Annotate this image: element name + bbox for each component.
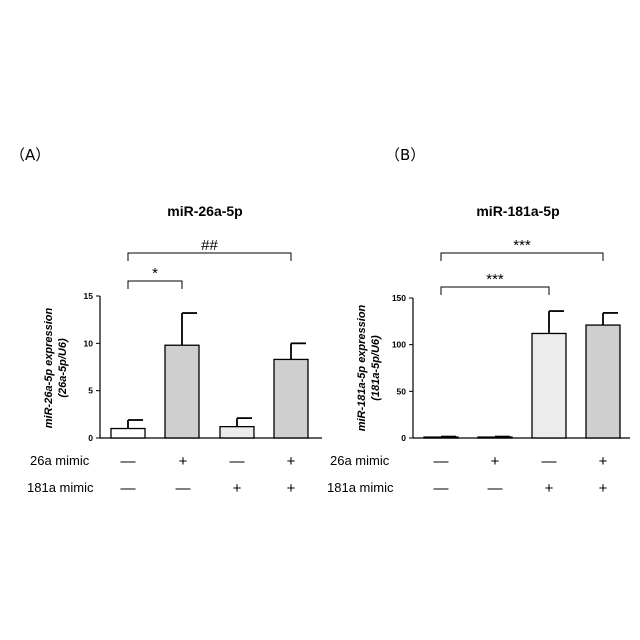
treatment-sign: — bbox=[488, 480, 503, 497]
panel-b-ylabel-line1: miR-181a-5p expression bbox=[356, 304, 368, 431]
treatment-sign: + bbox=[599, 480, 608, 497]
row-label-26a-mimic-a: 26a mimic bbox=[30, 453, 90, 468]
treatment-sign: + bbox=[179, 453, 188, 470]
treatment-sign: + bbox=[545, 480, 554, 497]
significance-bracket bbox=[128, 253, 291, 261]
significance-label: *** bbox=[486, 271, 504, 288]
treatment-sign: — bbox=[230, 453, 245, 470]
bar bbox=[220, 427, 254, 438]
panel-a-y-axis-label: miR-26a-5p expression (26a-5p/U6) bbox=[43, 308, 69, 429]
panel-b-ylabel-line2: (181a-5p/U6) bbox=[370, 335, 382, 401]
y-tick-label: 0 bbox=[401, 433, 406, 443]
significance-label: ## bbox=[201, 237, 218, 254]
y-tick-label: 0 bbox=[88, 433, 93, 443]
y-tick-label: 5 bbox=[88, 386, 93, 396]
panel-b-y-axis-label: miR-181a-5p expression (181a-5p/U6) bbox=[356, 304, 382, 431]
panel-b-label: （B） bbox=[385, 146, 425, 164]
treatment-sign: — bbox=[121, 480, 136, 497]
bar bbox=[165, 345, 199, 438]
significance-bracket bbox=[441, 253, 603, 261]
y-tick-label: 10 bbox=[84, 338, 94, 348]
panel-b-plot: 0 50 100 150 *** *** — + — + — — + + bbox=[392, 237, 630, 497]
row-label-181a-mimic-a: 181a mimic bbox=[27, 480, 94, 495]
row-label-181a-mimic-b: 181a mimic bbox=[327, 480, 394, 495]
treatment-sign: + bbox=[233, 480, 242, 497]
treatment-sign: — bbox=[121, 453, 136, 470]
treatment-sign: — bbox=[434, 480, 449, 497]
treatment-sign: + bbox=[491, 453, 500, 470]
significance-label: * bbox=[152, 265, 158, 282]
row-label-26a-mimic-b: 26a mimic bbox=[330, 453, 390, 468]
panel-a-title: miR-26a-5p bbox=[167, 203, 242, 219]
y-tick-label: 50 bbox=[397, 386, 407, 396]
significance-bracket bbox=[441, 287, 549, 295]
treatment-sign: — bbox=[434, 453, 449, 470]
bar bbox=[532, 333, 566, 438]
bar bbox=[586, 325, 620, 438]
bar bbox=[111, 429, 145, 438]
y-tick-label: 15 bbox=[84, 291, 94, 301]
treatment-sign: + bbox=[287, 453, 296, 470]
treatment-sign: — bbox=[542, 453, 557, 470]
panel-b-title: miR-181a-5p bbox=[476, 203, 559, 219]
y-tick-label: 150 bbox=[392, 293, 406, 303]
significance-label: *** bbox=[513, 237, 531, 254]
treatment-sign: + bbox=[599, 453, 608, 470]
treatment-sign: — bbox=[176, 480, 191, 497]
panel-a-plot: 0 5 10 15 * ## — + — + — — + + bbox=[84, 237, 322, 497]
significance-bracket bbox=[128, 281, 182, 289]
y-tick-label: 100 bbox=[392, 340, 406, 350]
panel-a-ylabel-line2: (26a-5p/U6) bbox=[57, 338, 69, 398]
treatment-sign: + bbox=[287, 480, 296, 497]
panel-a-ylabel-line1: miR-26a-5p expression bbox=[43, 308, 55, 429]
bar bbox=[274, 359, 308, 438]
panel-a-label: （A） bbox=[10, 146, 50, 164]
